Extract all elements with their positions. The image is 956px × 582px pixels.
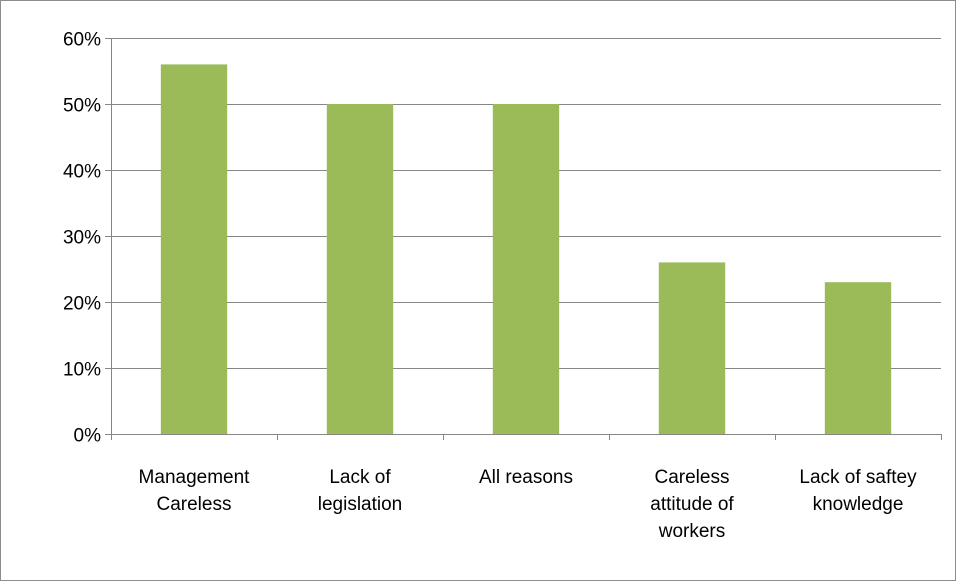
y-tick-label: 10%: [63, 360, 101, 381]
axes: [105, 38, 942, 440]
x-tick-label-line: Lack of: [329, 467, 391, 488]
x-tick-labels: Management Careless Lack of legislation All …: [139, 467, 918, 542]
x-tick-label-line: Management: [139, 467, 251, 488]
x-tick-label-line: All reasons: [479, 467, 573, 488]
x-tick-label-line: Careless: [655, 467, 730, 488]
y-tick-label: 30%: [63, 228, 101, 249]
y-tick-labels: 0% 10% 20% 30% 40% 50% 60%: [63, 30, 101, 447]
x-tick-label-line: attitude of: [650, 494, 734, 515]
y-tick-label: 0%: [74, 426, 102, 447]
x-tick-label-line: workers: [658, 521, 726, 542]
y-tick-label: 20%: [63, 294, 101, 315]
x-tick-label-line: knowledge: [813, 494, 904, 515]
y-tick-label: 50%: [63, 96, 101, 117]
x-tick-label: Lack of legislation: [318, 467, 403, 515]
bar: [492, 104, 560, 434]
x-tick-label: Management Careless: [139, 467, 251, 515]
bar: [658, 262, 726, 434]
x-tick-label-line: Lack of saftey: [799, 467, 917, 488]
x-tick-label-line: Careless: [157, 494, 232, 515]
bars: [160, 64, 892, 435]
x-tick-label: Lack of saftey knowledge: [799, 467, 917, 515]
y-tick-label: 40%: [63, 162, 101, 183]
bar: [160, 64, 228, 435]
x-tick-label: Careless attitude of workers: [650, 467, 734, 542]
x-tick-label-line: legislation: [318, 494, 403, 515]
y-tick-label: 60%: [63, 30, 101, 51]
bar: [824, 282, 892, 434]
bar: [326, 104, 394, 434]
x-tick-label: All reasons: [479, 467, 573, 488]
